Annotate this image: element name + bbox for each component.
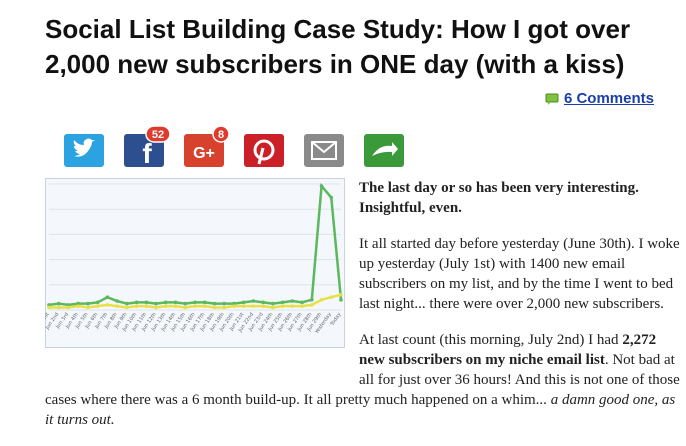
chart-point: [86, 305, 90, 310]
result-text-d: a damn good one, as it turns out.: [45, 392, 676, 428]
chart-point: [310, 303, 314, 307]
intro-paragraph: The last day or so has been very interes…: [45, 178, 680, 218]
share-button[interactable]: [364, 134, 404, 167]
chart-point: [173, 300, 178, 305]
chart-point: [164, 300, 168, 305]
chart-point: [56, 301, 61, 306]
chart-point: [280, 304, 285, 308]
chart-point: [329, 195, 334, 200]
chart-point: [105, 303, 110, 307]
chart-point: [290, 299, 295, 303]
chart-point: [66, 305, 71, 310]
chart-point: [290, 304, 295, 308]
intro-text: The last day or so has been very interes…: [359, 180, 639, 216]
chart-point: [125, 305, 129, 310]
chart-point: [115, 299, 119, 303]
chart-point: [154, 301, 158, 306]
googleplus-count: 8: [218, 129, 224, 141]
chart-point: [183, 301, 188, 306]
chart-point: [222, 305, 226, 310]
chart-point: [144, 304, 149, 308]
svg-text:G+: G+: [193, 145, 215, 162]
chart-point: [125, 301, 129, 306]
facebook-count: 52: [152, 129, 164, 141]
chart-point: [76, 301, 80, 306]
comments-link[interactable]: 6 Comments: [545, 90, 654, 107]
chart-point: [300, 300, 304, 305]
googleplus-button[interactable]: G+: [184, 134, 224, 167]
post-title: Social List Building Case Study: How I g…: [45, 14, 631, 79]
chart-point: [222, 301, 226, 306]
chart-point: [339, 297, 343, 302]
chart-point: [56, 305, 61, 310]
chart-point: [144, 300, 149, 305]
story-paragraph: It all started day before yesterday (Jun…: [359, 236, 680, 312]
chart-point: [76, 304, 80, 308]
chart-point: [47, 303, 51, 307]
twitter-button[interactable]: [64, 134, 104, 167]
result-text-b: 2,272 new subscribers on my niche email …: [359, 332, 657, 368]
chart-point: [212, 301, 217, 306]
chart-point: [212, 305, 217, 310]
chart-point: [261, 300, 265, 305]
chart-point: [339, 292, 343, 297]
chart-point: [154, 305, 158, 310]
chart-point: [202, 300, 207, 305]
facebook-badge: 52: [145, 126, 171, 143]
chart-point: [310, 297, 314, 302]
chart-point: [329, 295, 334, 300]
chart-point: [164, 304, 168, 308]
chart-point: [47, 305, 51, 310]
result-text-a: At last count (this morning, July 2nd) I…: [359, 332, 623, 348]
chart-point: [193, 300, 197, 305]
chart-point: [193, 304, 197, 308]
chart-point: [241, 304, 246, 308]
chart-point: [183, 305, 188, 310]
chart-point: [232, 301, 236, 306]
chart-point: [95, 300, 100, 305]
chart-point: [271, 305, 275, 310]
email-button[interactable]: [304, 134, 344, 167]
share-buttons: f G+ 52 8: [64, 126, 404, 169]
chart-point: [251, 299, 256, 303]
pinterest-button[interactable]: [244, 134, 284, 167]
result-paragraph: At last count (this morning, July 2nd) I…: [45, 330, 680, 430]
chart-point: [300, 304, 304, 308]
chart-point: [86, 301, 90, 306]
chart-point: [105, 295, 110, 300]
result-text-c: . Not bad at all for just over 36 hours!…: [45, 352, 680, 408]
svg-text:f: f: [142, 138, 152, 169]
chart-point: [232, 304, 236, 308]
comment-icon: [545, 93, 559, 105]
chart-point: [319, 184, 324, 188]
chart-point: [66, 303, 71, 307]
chart-point: [280, 300, 285, 305]
comments-label[interactable]: 6 Comments: [563, 90, 654, 107]
chart-point: [95, 304, 100, 308]
googleplus-badge: 8: [212, 126, 230, 143]
chart-point: [319, 297, 324, 302]
chart-point: [251, 304, 256, 308]
chart-point: [261, 304, 265, 308]
chart-point: [241, 300, 246, 305]
chart-point: [202, 304, 207, 308]
chart-point: [173, 304, 178, 308]
chart-point: [271, 301, 275, 306]
chart-point: [115, 304, 119, 308]
chart-point: [134, 304, 139, 308]
chart-point: [134, 300, 139, 305]
